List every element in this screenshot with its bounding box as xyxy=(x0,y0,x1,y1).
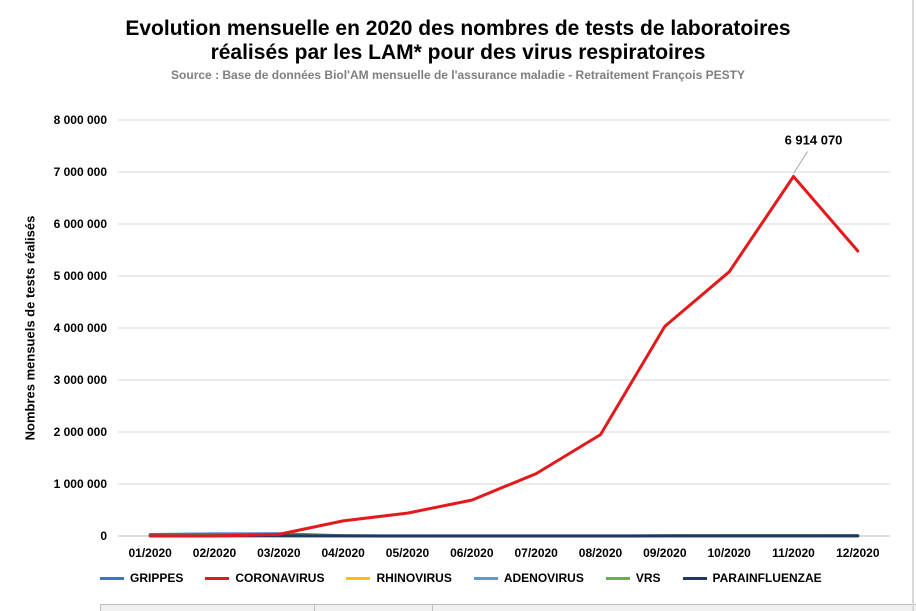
legend-label: ADENOVIRUS xyxy=(503,571,584,585)
y-tick-label: 4 000 000 xyxy=(54,321,108,335)
legend-item-grippes: GRIPPES xyxy=(100,571,183,585)
chart-title-line-2: réalisés par les LAM* pour des virus res… xyxy=(210,41,706,64)
bottom-scroll-strip xyxy=(100,604,916,611)
y-tick-label: 0 xyxy=(100,529,107,543)
y-tick-label: 8 000 000 xyxy=(54,113,108,127)
x-tick-label: 03/2020 xyxy=(257,546,301,560)
legend-item-parainfluenzae: PARAINFLUENZAE xyxy=(682,571,822,585)
x-tick-label: 08/2020 xyxy=(579,546,623,560)
series-line-coronavirus xyxy=(148,175,860,538)
legend-swatch xyxy=(473,576,498,580)
x-tick-label: 12/2020 xyxy=(836,546,880,560)
x-tick-label: 05/2020 xyxy=(386,546,430,560)
x-tick-label: 10/2020 xyxy=(707,546,751,560)
y-tick-label: 6 000 000 xyxy=(54,217,108,231)
legend-item-rhinovirus: RHINOVIRUS xyxy=(346,571,452,585)
x-tick-label: 01/2020 xyxy=(128,546,172,560)
chart-subtitle: Source : Base de données Biol'AM mensuel… xyxy=(171,68,745,82)
legend-label: GRIPPES xyxy=(130,571,184,585)
legend-swatch xyxy=(346,576,371,580)
legend-label: PARAINFLUENZAE xyxy=(712,571,822,585)
legend-swatch xyxy=(205,576,230,580)
y-tick-label: 2 000 000 xyxy=(54,425,108,439)
x-tick-label: 04/2020 xyxy=(321,546,365,560)
y-tick-label: 3 000 000 xyxy=(54,373,108,387)
legend-swatch xyxy=(605,576,630,580)
legend-item-adenovirus: ADENOVIRUS xyxy=(473,571,584,585)
data-label-peak: 6 914 070 xyxy=(785,132,843,147)
legend-label: VRS xyxy=(635,571,661,585)
x-tick-label: 02/2020 xyxy=(193,546,237,560)
legend-label: RHINOVIRUS xyxy=(376,571,452,585)
y-axis-label: Nombres mensuels de tests réalisés xyxy=(22,215,38,441)
x-tick-label: 09/2020 xyxy=(643,546,687,560)
legend-item-vrs: VRS xyxy=(605,571,661,585)
annotation-leader xyxy=(793,151,808,174)
legend-swatch xyxy=(682,576,707,580)
y-tick-label: 7 000 000 xyxy=(54,165,108,179)
chart-title-line-1: Evolution mensuelle en 2020 des nombres … xyxy=(125,17,791,40)
right-border xyxy=(912,0,914,611)
legend-swatch xyxy=(100,576,124,580)
x-tick-label: 11/2020 xyxy=(772,546,815,560)
y-tick-label: 1 000 000 xyxy=(54,477,108,491)
x-tick-label: 07/2020 xyxy=(514,546,558,560)
legend: GRIPPES CORONAVIRUS RHINOVIRUS ADENOVIRUS VR… xyxy=(100,571,844,585)
legend-item-coronavirus: CORONAVIRUS xyxy=(205,571,324,585)
legend-label: CORONAVIRUS xyxy=(235,571,325,585)
x-tick-label: 06/2020 xyxy=(450,546,494,560)
y-tick-label: 5 000 000 xyxy=(54,269,108,283)
